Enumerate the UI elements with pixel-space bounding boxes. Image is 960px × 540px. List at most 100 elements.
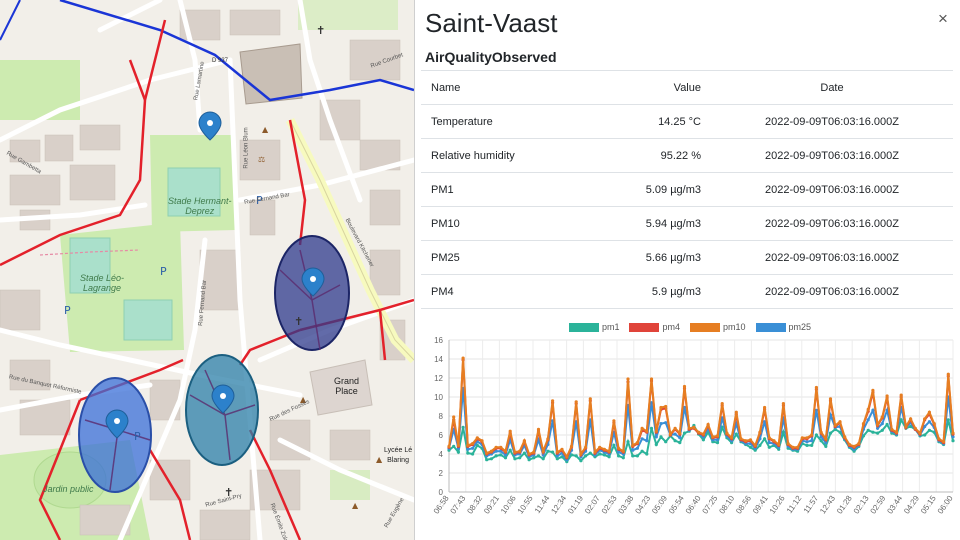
data-point-pm10 — [781, 402, 785, 406]
data-point-pm1 — [494, 454, 498, 458]
row-date: 2022-09-09T06:03:16.000Z — [711, 104, 953, 139]
column-header-value: Value — [591, 70, 711, 105]
data-point-pm25 — [631, 448, 635, 452]
location-pin[interactable] — [198, 111, 222, 141]
data-point-pm1 — [466, 451, 470, 455]
entity-type-label: AirQualityObserved — [425, 49, 557, 65]
data-point-pm1 — [654, 442, 658, 447]
data-point-pm1 — [664, 440, 668, 444]
data-point-pm1 — [763, 437, 767, 441]
location-pin[interactable] — [301, 267, 325, 297]
chart-canvas[interactable]: 024681012141606:5807:4308:3209:2110:0610… — [421, 318, 959, 540]
data-point-pm10 — [551, 399, 555, 403]
legend-item-pm10[interactable]: pm10 — [690, 322, 746, 332]
x-tick-label: 07:43 — [449, 494, 468, 516]
y-tick-label: 2 — [439, 469, 444, 478]
data-point-pm1 — [499, 453, 503, 457]
data-point-pm1 — [569, 453, 574, 457]
observations-table: Name Value Date Temperature 14.25 °C 202… — [421, 70, 953, 309]
location-pin[interactable] — [211, 384, 235, 414]
data-point-pm10 — [819, 430, 823, 434]
map-canvas[interactable]: P P P P ✝ ✝ ✝ ▲ ⚖ ▲ ▲ ▲ — [0, 0, 414, 540]
data-point-pm25 — [880, 422, 884, 426]
blue-route — [59, 0, 414, 102]
data-point-pm1 — [748, 445, 753, 449]
data-point-pm25 — [640, 437, 644, 441]
svg-text:▲: ▲ — [352, 501, 359, 510]
data-point-pm1 — [927, 428, 931, 432]
data-point-pm1 — [678, 441, 682, 445]
data-point-pm25 — [466, 447, 470, 451]
data-point-pm10 — [937, 437, 941, 441]
data-point-pm10 — [866, 407, 870, 411]
data-point-pm10 — [494, 445, 498, 449]
panel-title: Saint-Vaast — [425, 8, 558, 38]
legend-swatch — [755, 322, 786, 332]
location-pin[interactable] — [105, 409, 129, 439]
data-point-pm10 — [598, 445, 602, 449]
table-row: Relative humidity 95.22 % 2022-09-09T06:… — [421, 138, 953, 173]
data-point-pm25 — [927, 420, 931, 424]
data-point-pm10 — [951, 431, 955, 435]
x-tick-label: 06:58 — [432, 494, 451, 516]
x-tick-label: 04:23 — [633, 494, 652, 516]
data-point-pm10 — [824, 437, 828, 441]
svg-text:P: P — [160, 265, 167, 278]
data-point-pm10 — [579, 452, 583, 456]
data-point-pm10 — [857, 442, 861, 446]
data-point-pm10 — [664, 404, 668, 409]
x-tick-label: 10:06 — [499, 494, 518, 516]
legend-item-pm25[interactable]: pm25 — [755, 322, 811, 332]
x-tick-label: 12:43 — [818, 494, 837, 516]
data-point-pm10 — [942, 440, 946, 444]
pm-line-chart[interactable]: pm1 pm4 pm10 pm25 0 2 4 6 8 10 12 14 16 06:58 07:43 08… — [421, 318, 959, 540]
svg-text:P: P — [64, 304, 71, 317]
data-point-pm1 — [876, 431, 880, 435]
legend-item-pm1[interactable]: pm1 — [568, 322, 619, 332]
data-point-pm1 — [452, 444, 456, 448]
data-point-pm1 — [767, 445, 771, 449]
data-point-pm10 — [861, 422, 866, 426]
data-point-pm10 — [678, 431, 682, 435]
data-point-pm1 — [640, 449, 644, 453]
x-tick-label: 11:12 — [785, 494, 804, 516]
data-point-pm10 — [946, 372, 950, 376]
x-tick-label: 09:21 — [482, 494, 501, 516]
data-point-pm1 — [508, 448, 512, 452]
data-point-pm10 — [730, 436, 734, 440]
data-point-pm1 — [532, 456, 536, 460]
column-header-name: Name — [421, 70, 591, 105]
row-date: 2022-09-09T06:03:16.000Z — [711, 206, 953, 241]
data-point-pm25 — [499, 449, 503, 453]
data-point-pm10 — [805, 436, 809, 440]
red-routes — [0, 19, 414, 540]
data-point-pm10 — [588, 397, 592, 401]
data-point-pm10 — [541, 449, 545, 453]
data-point-pm10 — [909, 417, 913, 421]
data-point-pm10 — [810, 433, 814, 437]
detail-panel: Saint-Vaast × AirQualityObserved Name Va… — [414, 0, 960, 540]
data-point-pm1 — [682, 431, 687, 435]
x-tick-label: 08:10 — [717, 494, 736, 516]
data-point-pm10 — [739, 437, 743, 441]
data-point-pm1 — [734, 432, 738, 436]
row-name: PM10 — [421, 206, 591, 241]
x-tick-label: 06:40 — [684, 494, 703, 516]
data-point-pm1 — [781, 430, 785, 434]
data-point-pm25 — [649, 401, 654, 405]
row-value: 5.94 µg/m3 — [591, 206, 711, 241]
data-point-pm10 — [701, 432, 705, 436]
data-point-pm10 — [786, 442, 790, 446]
data-point-pm10 — [927, 410, 931, 414]
legend-item-pm4[interactable]: pm4 — [629, 322, 680, 332]
data-point-pm10 — [640, 426, 644, 430]
close-button[interactable]: × — [938, 9, 948, 28]
table-row: PM1 5.09 µg/m3 2022-09-09T06:03:16.000Z — [421, 172, 953, 207]
data-point-pm25 — [951, 435, 955, 439]
park-area — [0, 60, 80, 120]
svg-text:P: P — [256, 194, 263, 207]
y-tick-label: 4 — [439, 450, 444, 459]
data-point-pm10 — [475, 436, 479, 440]
